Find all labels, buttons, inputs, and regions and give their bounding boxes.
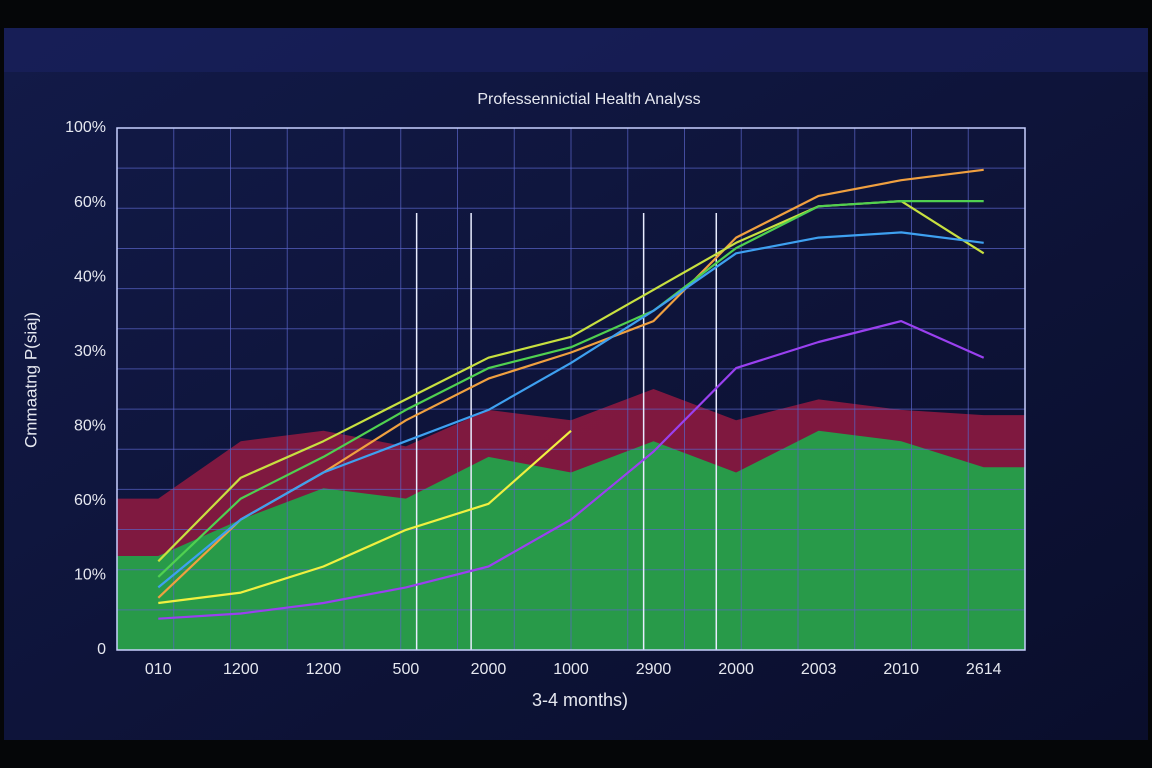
line — [157, 231, 984, 589]
x-axis-label: 3-4 months) — [532, 690, 628, 710]
y-tick-label: 40% — [74, 268, 106, 285]
y-tick-label: 30% — [74, 343, 106, 360]
y-tick-label: 60% — [74, 492, 106, 509]
x-tick-label: 2000 — [471, 661, 507, 678]
chart-title: Professennictial Health Analyss — [477, 91, 700, 108]
x-tick-label: 500 — [393, 661, 420, 678]
y-tick-label: 100% — [65, 119, 106, 136]
line — [157, 200, 984, 578]
x-tick-label: 2614 — [966, 661, 1002, 678]
y-tick-label: 10% — [74, 567, 106, 584]
line — [158, 429, 572, 605]
x-tick-label: 2900 — [636, 661, 672, 678]
y-tick-label: 80% — [74, 418, 106, 435]
x-tick-label: 1000 — [553, 661, 589, 678]
y-tick-label: 0 — [97, 641, 106, 658]
x-tick-label: 2000 — [718, 661, 754, 678]
x-tick-label: 010 — [145, 661, 172, 678]
plot-frame — [116, 127, 1026, 651]
x-tick-label: 1200 — [223, 661, 259, 678]
x-tick-label: 2003 — [801, 661, 837, 678]
x-tick-label: 2010 — [883, 661, 919, 678]
screen-header — [4, 28, 1148, 72]
y-axis-label: Cmmaatng P(siaj) — [21, 312, 40, 448]
y-tick-label: 60% — [74, 194, 106, 211]
line — [158, 320, 985, 620]
x-tick-label: 1200 — [306, 661, 342, 678]
